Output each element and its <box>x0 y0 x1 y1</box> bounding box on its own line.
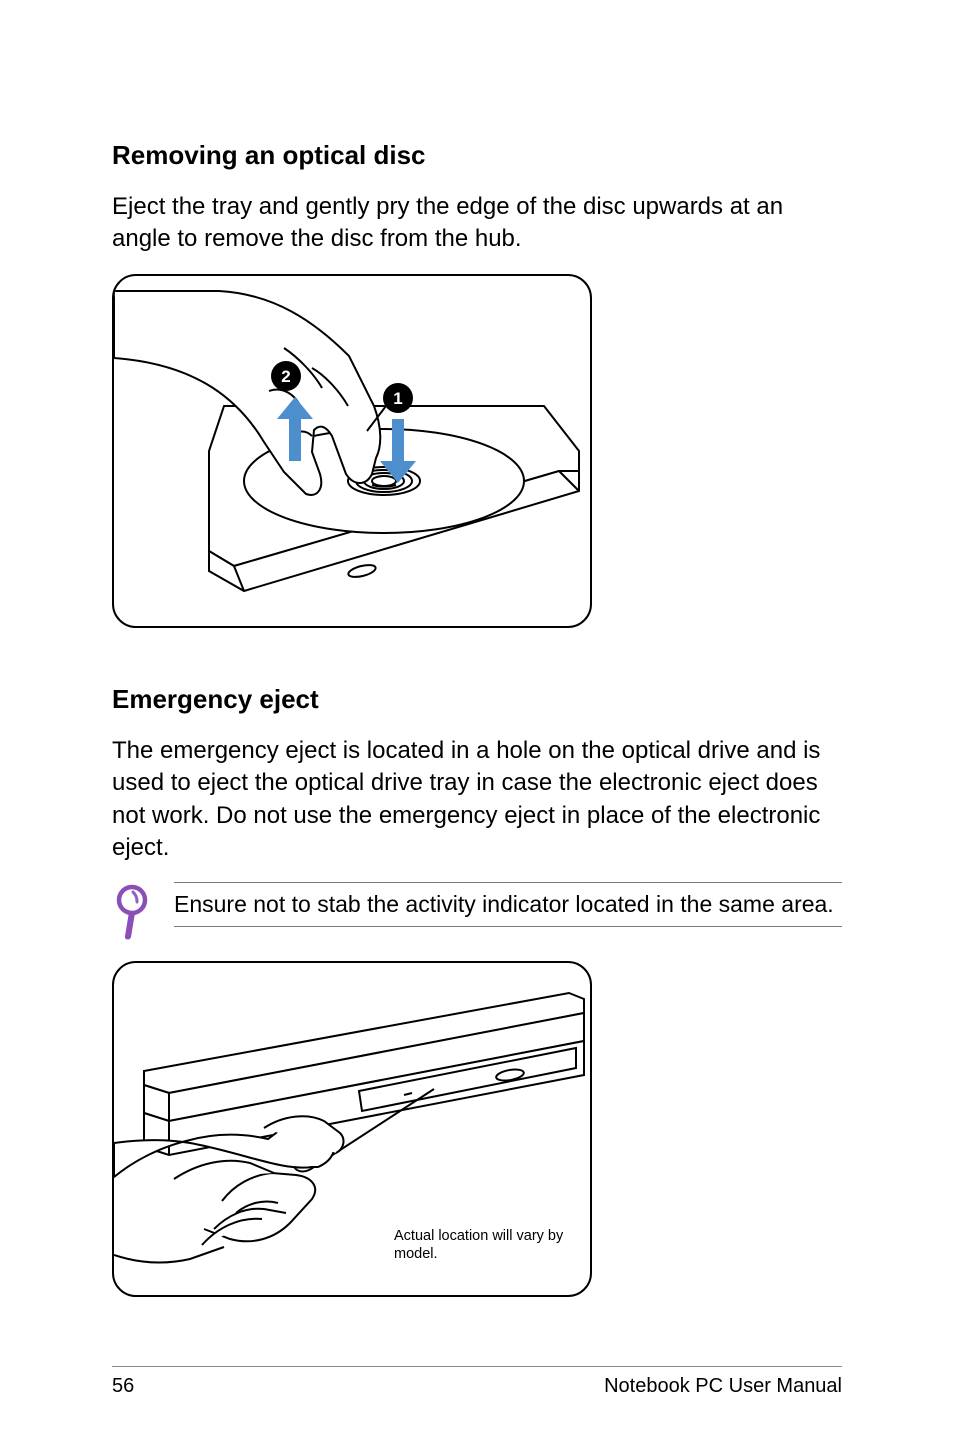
page-number: 56 <box>112 1375 134 1398</box>
callout-2-label: 2 <box>281 367 290 386</box>
note-block: Ensure not to stab the activity indicato… <box>112 882 842 949</box>
note-text: Ensure not to stab the activity indicato… <box>174 891 842 918</box>
illustration-removing-disc: 1 2 <box>114 276 592 628</box>
body-removing-disc: Eject the tray and gently pry the edge o… <box>112 191 842 256</box>
page-footer: 56 Notebook PC User Manual <box>0 1366 954 1398</box>
magnifier-tip-icon <box>112 882 156 949</box>
callout-1-label: 1 <box>393 389 402 408</box>
heading-removing-disc: Removing an optical disc <box>112 140 842 171</box>
footer-rule <box>112 1366 842 1367</box>
figure-emergency-eject: Actual location will vary by model. <box>112 961 592 1297</box>
body-emergency-eject: The emergency eject is located in a hole… <box>112 735 842 865</box>
heading-emergency-eject: Emergency eject <box>112 684 842 715</box>
figure-caption: Actual location will vary by model. <box>394 1227 564 1263</box>
manual-title: Notebook PC User Manual <box>604 1375 842 1398</box>
figure-removing-disc: 1 2 <box>112 274 592 628</box>
